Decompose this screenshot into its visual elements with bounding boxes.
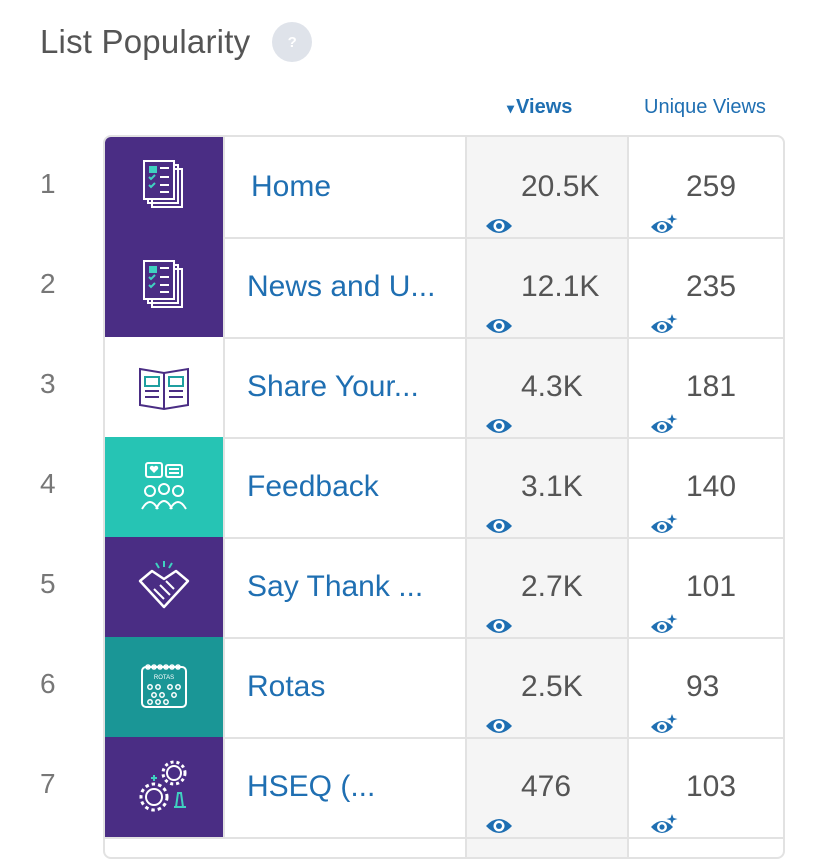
popularity-table: Home 20.5K 259 News and U... 12.1K 235 Share Y…	[103, 135, 785, 859]
unique-views-count: 181	[650, 337, 736, 437]
table-row[interactable]: Share Your... 4.3K 181	[105, 337, 783, 439]
unique-views-column-header[interactable]: Unique Views	[644, 96, 766, 118]
table-row[interactable]: News and U... 12.1K 235	[105, 237, 783, 339]
eye-icon	[485, 177, 513, 233]
views-count: 3.1K	[485, 437, 583, 537]
unique-views-value: 259	[686, 170, 737, 203]
unique-views-value: 93	[686, 670, 720, 703]
views-count: 12.1K	[485, 237, 599, 337]
document-checklist-icon	[105, 237, 225, 337]
unique-views-value: 140	[686, 470, 737, 503]
views-count: 476	[485, 737, 571, 837]
table-row[interactable]: Say Thank ... 2.7K 101	[105, 537, 783, 639]
views-count: 20.5K	[485, 137, 599, 237]
unique-views-count: 101	[650, 537, 736, 637]
rank-number: 4	[40, 468, 56, 499]
unique-eye-icon	[650, 476, 678, 533]
open-book-icon	[105, 337, 225, 437]
sort-desc-icon: ▾	[507, 100, 515, 116]
list-name-link[interactable]: Feedback	[247, 470, 379, 503]
unique-views-value: 103	[686, 770, 737, 803]
views-value: 476	[521, 770, 572, 803]
calendar-icon: ROTAS	[105, 637, 225, 737]
views-header-label: Views	[516, 96, 573, 118]
unique-eye-icon	[650, 676, 678, 733]
views-value: 20.5K	[521, 170, 600, 203]
table-row[interactable]: ROTAS Rotas 2.5K 93	[105, 637, 783, 739]
rank-number: 1	[40, 168, 56, 199]
rank-number: 7	[40, 768, 56, 799]
unique-eye-icon	[650, 176, 678, 233]
rank-number: 2	[40, 268, 56, 299]
table-row[interactable]: Home 20.5K 259	[105, 137, 783, 239]
views-count: 2.5K	[485, 637, 583, 737]
header: List Popularity ?	[40, 22, 313, 62]
svg-text:ROTAS: ROTAS	[154, 675, 174, 681]
eye-icon	[485, 777, 513, 833]
unique-views-value: 181	[686, 370, 737, 403]
people-chat-icon	[105, 437, 225, 537]
document-checklist-icon	[105, 137, 225, 237]
table-row[interactable]: HSEQ (... 476 103	[105, 737, 783, 839]
unique-views-count: 93	[650, 637, 719, 737]
unique-eye-icon	[650, 576, 678, 633]
unique-views-count: 259	[650, 137, 736, 237]
unique-views-value: 101	[686, 570, 737, 603]
views-value: 4.3K	[521, 370, 583, 403]
views-value: 2.5K	[521, 670, 583, 703]
views-column-header[interactable]: ▾ Views	[507, 96, 572, 119]
unique-views-value: 235	[686, 270, 737, 303]
handshake-icon	[105, 537, 225, 637]
list-name-link[interactable]: HSEQ (...	[247, 770, 376, 803]
list-name-link[interactable]: News and U...	[247, 270, 436, 303]
rank-number: 5	[40, 568, 56, 599]
eye-icon	[485, 377, 513, 433]
rank-number: 6	[40, 668, 56, 699]
eye-icon	[485, 577, 513, 633]
rank-number: 3	[40, 368, 56, 399]
gears-icon	[105, 737, 225, 837]
list-name-link[interactable]: Say Thank ...	[247, 570, 424, 603]
table-row[interactable]: Feedback 3.1K 140	[105, 437, 783, 539]
unique-eye-icon	[650, 776, 678, 833]
unique-views-count: 235	[650, 237, 736, 337]
eye-icon	[485, 677, 513, 733]
views-count: 4.3K	[485, 337, 583, 437]
unique-views-count: 140	[650, 437, 736, 537]
views-count: 2.7K	[485, 537, 583, 637]
unique-eye-icon	[650, 276, 678, 333]
help-icon[interactable]: ?	[272, 22, 313, 62]
unique-eye-icon	[650, 376, 678, 433]
views-value: 12.1K	[521, 270, 600, 303]
page-title: List Popularity	[40, 23, 251, 60]
eye-icon	[485, 277, 513, 333]
views-value: 3.1K	[521, 470, 583, 503]
list-name-link[interactable]: Home	[251, 170, 332, 203]
list-name-link[interactable]: Rotas	[247, 670, 326, 703]
list-name-link[interactable]: Share Your...	[247, 370, 419, 403]
eye-icon	[485, 477, 513, 533]
views-value: 2.7K	[521, 570, 583, 603]
unique-views-count: 103	[650, 737, 736, 837]
